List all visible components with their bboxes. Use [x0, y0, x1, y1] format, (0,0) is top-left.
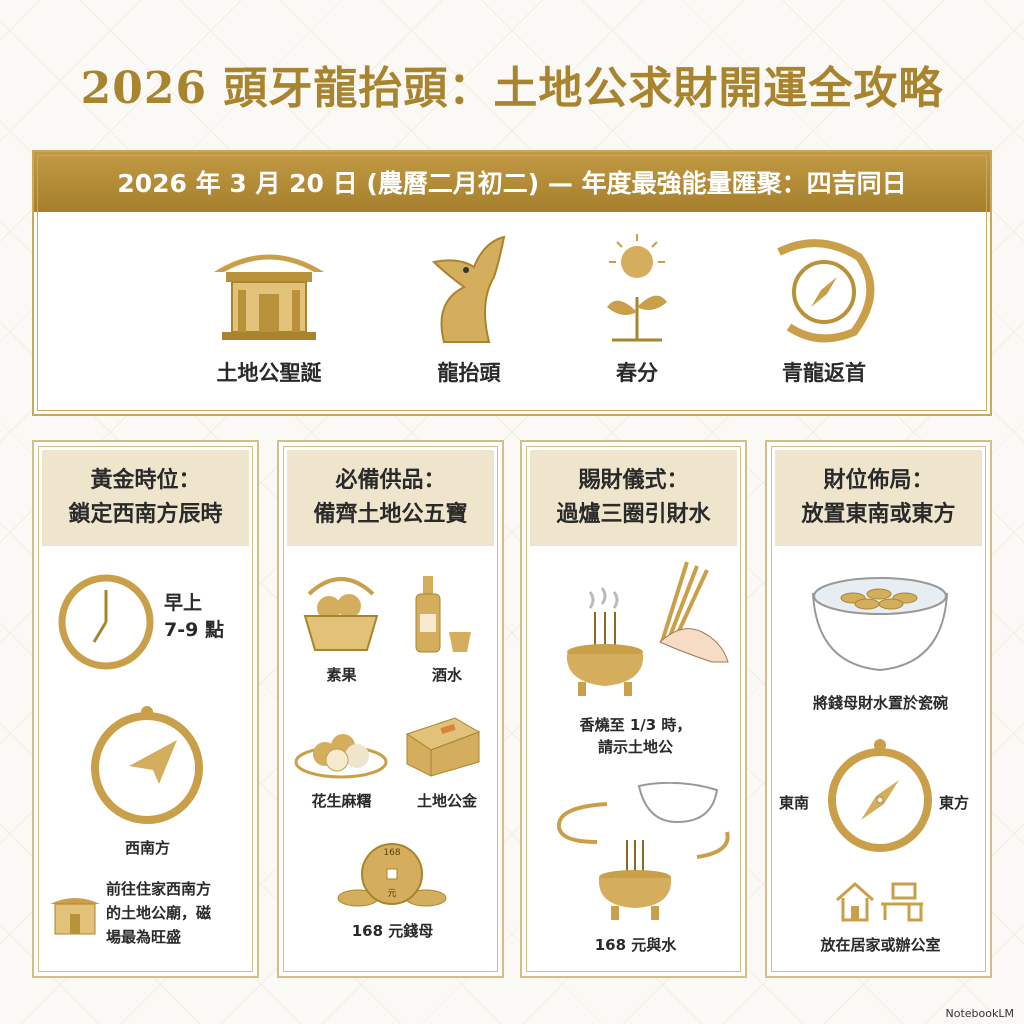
step-circle-text: 168 元與水: [594, 936, 677, 954]
compass-icon: [828, 739, 932, 852]
dragon-compass-icon: [777, 239, 875, 343]
item-dragon-compass: 青龍返首: [734, 232, 914, 387]
card-subtitle: 備齊土地公五寶: [313, 502, 468, 527]
porcelain-bowl-icon: [811, 577, 949, 672]
step-burn-text: 香燒至 1/3 時， 請示土地公: [579, 716, 692, 756]
card-title: 黃金時位：: [90, 468, 201, 493]
coin-icon: [337, 843, 447, 907]
date-banner: 2026 年 3 月 20 日 (農曆二月初二) — 年度最強能量匯聚：四吉同日: [34, 152, 990, 212]
home-office-icon: [836, 882, 923, 922]
item-spring: 春分: [547, 232, 727, 387]
dragon-icon: [431, 235, 506, 343]
joss-paper-icon: [405, 717, 481, 777]
card-title: 賜財儀式：: [578, 468, 689, 493]
card-offerings: 必備供品： 備齊土地公五寶 素果 酒水 花生麻糬 土地公金 168 元 168 元…: [277, 440, 504, 978]
label-dragon-return: 青龍返首: [782, 361, 866, 385]
bowl-text: 將錢母財水置於瓷碗: [812, 694, 948, 712]
page-title: 2026 頭牙龍抬頭：土地公求財開運全攻略: [80, 63, 944, 114]
temple-small-icon: [50, 898, 100, 935]
offering-coin: 168 元錢母: [351, 922, 434, 940]
wine-bottle-icon: [415, 576, 471, 653]
southeast-label: 東南: [779, 794, 810, 812]
direction-label: 西南方: [124, 839, 170, 857]
offering-mochi: 花生麻糬: [311, 792, 372, 810]
place-text: 放在居家或辦公室: [820, 936, 941, 954]
card-subtitle: 放置東南或東方: [801, 502, 956, 527]
clock-icon: [58, 574, 154, 670]
card-title: 必備供品：: [335, 468, 446, 493]
east-label: 東方: [939, 794, 970, 812]
card-golden-time: 黃金時位： 鎖定西南方辰時 早上 7-9 點 西南方 前往住家西南方 的土地公廟，…: [32, 440, 259, 978]
fruit-basket-icon: [303, 577, 379, 651]
date-panel: 2026 年 3 月 20 日 (農曆二月初二) — 年度最強能量匯聚：四吉同日…: [32, 150, 992, 416]
card-subtitle: 鎖定西南方辰時: [68, 502, 223, 527]
label-temple: 土地公聖誕: [216, 361, 322, 385]
coin-unit: 元: [387, 889, 397, 899]
label-dragon: 龍抬頭: [437, 361, 501, 385]
incense-burner-icon: [566, 587, 644, 696]
coin-value: 168: [383, 848, 401, 858]
temple-icon: [214, 254, 324, 340]
note-text: 前往住家西南方 的土地公廟，磁 場最為旺盛: [106, 880, 212, 946]
item-temple: 土地公聖誕: [179, 232, 359, 387]
offering-fruit: 素果: [326, 666, 357, 684]
item-dragon: 龍抬頭: [379, 232, 559, 387]
hand-incense-icon: [659, 561, 729, 663]
card-header: 必備供品： 備齊土地公五寶: [287, 450, 494, 546]
card-subtitle: 過爐三圈引財水: [556, 502, 711, 527]
offering-joss-paper: 土地公金: [416, 792, 477, 810]
card-header: 黃金時位： 鎖定西南方辰時: [42, 450, 249, 546]
offering-wine: 酒水: [431, 666, 462, 684]
notebooklm-watermark: NotebookLM: [945, 1007, 1014, 1020]
compass-icon: [91, 706, 203, 824]
circling-burner-icon: [556, 782, 730, 920]
card-header: 賜財儀式： 過爐三圈引財水: [530, 450, 737, 546]
label-spring: 春分: [616, 361, 658, 385]
time-text: 早上 7-9 點: [164, 592, 224, 641]
card-ritual: 賜財儀式： 過爐三圈引財水 香燒至 1/3 時， 請示土地公 168 元與水: [520, 440, 747, 978]
card-wealth-position: 財位佈局： 放置東南或東方 將錢母財水置於瓷碗 東南 東方 放在居家或辦公室: [765, 440, 992, 978]
sprout-sun-icon: [607, 234, 667, 342]
peanut-mochi-icon: [294, 734, 388, 779]
card-header: 財位佈局： 放置東南或東方: [775, 450, 982, 546]
card-title: 財位佈局：: [823, 468, 934, 493]
